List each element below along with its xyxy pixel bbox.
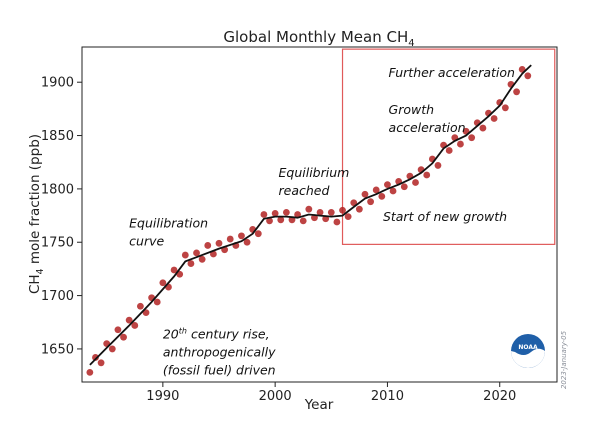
monthly-point	[125, 316, 133, 324]
monthly-point	[299, 217, 307, 225]
monthly-point	[344, 213, 352, 221]
monthly-point	[97, 359, 105, 367]
trend-line	[89, 64, 532, 366]
monthly-point	[114, 326, 122, 334]
monthly-point	[384, 181, 391, 189]
monthly-point	[243, 238, 251, 246]
monthly-point	[479, 124, 487, 132]
annotation-line: 20th century rise,	[163, 326, 270, 341]
monthly-point	[170, 266, 178, 274]
annotation-line: Equilibrium	[279, 165, 350, 180]
monthly-point	[136, 302, 144, 310]
monthly-point	[260, 211, 268, 218]
monthly-point	[327, 208, 335, 216]
annotation-line: acceleration	[389, 120, 466, 135]
monthly-point	[86, 368, 94, 376]
monthly-point	[271, 210, 279, 217]
monthly-point	[120, 333, 127, 341]
x-axis-title: Year	[304, 397, 334, 413]
monthly-point	[490, 115, 498, 122]
annotation: Growth acceleration	[389, 102, 466, 135]
highlight-box	[341, 48, 556, 245]
monthly-point	[412, 179, 419, 186]
monthly-point	[159, 279, 167, 287]
monthly-point	[501, 104, 509, 112]
monthly-point	[350, 199, 358, 207]
chart-title-text: Global Monthly Mean CH	[223, 28, 408, 46]
monthly-point	[355, 205, 363, 213]
monthly-point	[266, 217, 273, 225]
annotation-line: (fossil fuel) driven	[163, 362, 276, 377]
monthly-point	[226, 235, 234, 243]
monthly-point	[339, 206, 346, 214]
annotation-line: anthropogenically	[163, 344, 276, 359]
annotation-line: Equilibration	[129, 215, 208, 230]
y-axis-title-ch: CH	[27, 274, 43, 294]
monthly-point	[238, 232, 245, 240]
monthly-point	[434, 162, 442, 169]
annotation-line: Start of new growth	[383, 209, 507, 224]
monthly-point	[193, 249, 200, 257]
annotation: Start of new growth	[383, 209, 507, 224]
x-tick-label: 1990	[146, 389, 179, 404]
monthly-point	[400, 183, 408, 191]
monthly-point	[305, 205, 313, 213]
svg-text:NOAA: NOAA	[518, 344, 538, 351]
x-tick-label: 2020	[483, 389, 516, 404]
annotation-line: Further acceleration	[389, 65, 515, 80]
monthly-point	[108, 345, 116, 353]
monthly-point	[372, 186, 380, 194]
monthly-point	[445, 147, 453, 154]
monthly-point	[187, 260, 195, 267]
y-tick-label: 1700	[41, 289, 74, 304]
y-tick-label: 1750	[41, 236, 74, 251]
monthly-point	[254, 230, 262, 238]
annotation: Equilibrium reached	[279, 165, 350, 198]
monthly-point	[181, 251, 189, 259]
y-axis-title: CH4 mole fraction (ppb)	[27, 134, 46, 294]
monthly-point	[277, 216, 285, 224]
monthly-point	[316, 208, 324, 216]
noaa-logo: NOAA	[511, 334, 545, 368]
annotation: 20th century rise, anthropogenically (foss…	[163, 326, 276, 377]
monthly-point	[423, 171, 431, 179]
y-axis-title-subscript: 4	[35, 268, 46, 274]
x-tick-label: 2000	[259, 389, 292, 404]
chart-title: Global Monthly Mean CH4	[223, 28, 414, 49]
monthly-point	[524, 72, 532, 80]
monthly-point	[468, 134, 476, 142]
monthly-point	[367, 198, 374, 206]
annotation-line: curve	[129, 233, 164, 248]
monthly-point	[215, 239, 223, 247]
monthly-point	[153, 298, 161, 306]
annotation: Further acceleration	[389, 65, 515, 80]
x-tick-label: 2010	[371, 389, 404, 404]
monthly-point	[198, 255, 206, 263]
credit-date: 2023-January-05	[560, 330, 568, 389]
y-tick-label: 1850	[41, 129, 74, 144]
annotation-line: reached	[279, 183, 330, 198]
plot-frame	[81, 46, 558, 383]
monthly-point	[131, 322, 139, 329]
y-axis-title-rest: mole fraction (ppb)	[27, 134, 43, 268]
monthly-point	[282, 208, 290, 216]
y-tick-label: 1650	[41, 342, 74, 357]
y-tick-label: 1900	[41, 76, 74, 91]
monthly-point	[204, 242, 212, 249]
chart-title-subscript: 4	[408, 38, 414, 49]
monthly-point	[513, 88, 520, 96]
monthly-point	[457, 140, 464, 148]
monthly-point	[389, 187, 397, 195]
monthly-point	[92, 354, 99, 361]
annotation: Equilibration curve	[129, 215, 208, 248]
monthly-point	[361, 190, 369, 198]
annotation-line: Growth	[389, 102, 435, 117]
y-tick-label: 1800	[41, 182, 74, 197]
monthly-point	[294, 211, 302, 218]
monthly-point	[378, 192, 386, 200]
monthly-point	[333, 218, 341, 226]
